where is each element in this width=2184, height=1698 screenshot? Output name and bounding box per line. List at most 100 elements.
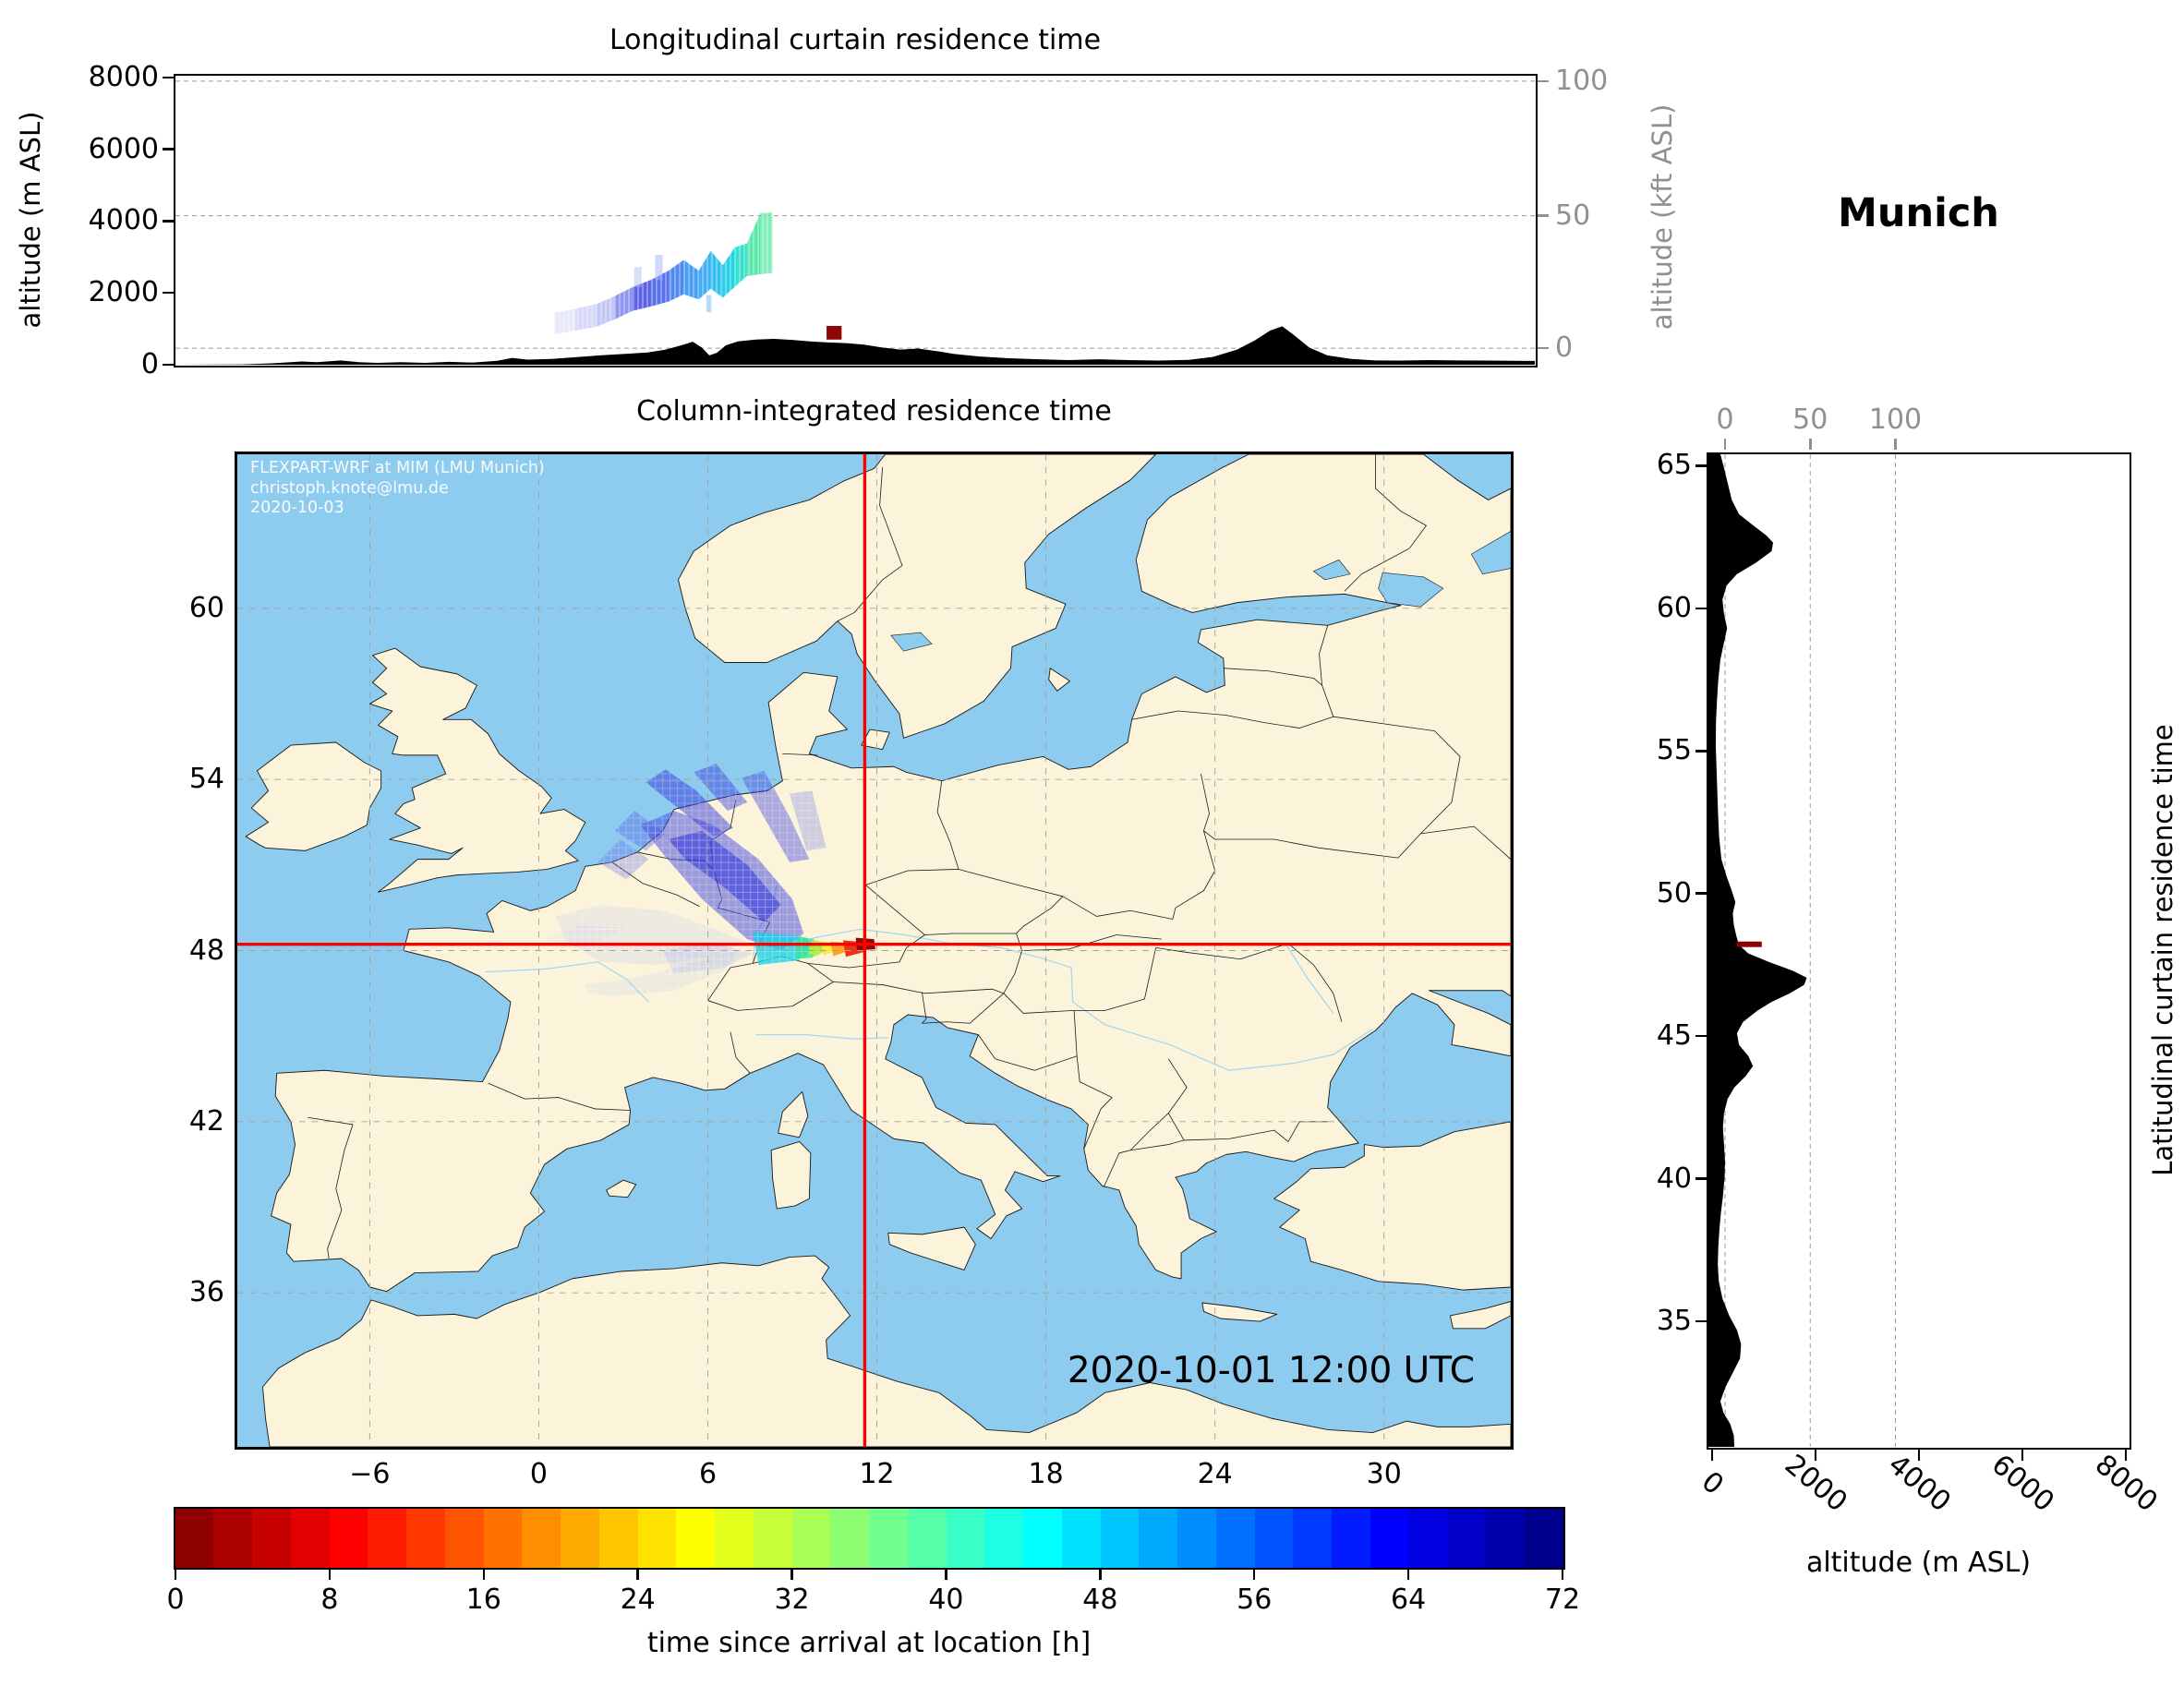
lakes [890, 531, 1511, 652]
colorbar-tick [636, 1569, 639, 1580]
curtain-texture [668, 259, 683, 302]
map-xtick-label: 12 [859, 1458, 895, 1490]
mallorca [606, 1179, 637, 1198]
lake-vanern [890, 632, 933, 652]
colorbar-tick-label: 64 [1391, 1584, 1427, 1616]
right-xtick [2124, 1450, 2128, 1461]
ytick-right [1537, 346, 1549, 350]
colorbar-tick-label: 48 [1082, 1584, 1118, 1616]
map-xtick-label: 24 [1197, 1458, 1233, 1490]
top-ylabel-left: altitude (m ASL) [15, 111, 46, 329]
colorbar-tick [790, 1569, 793, 1580]
colorbar-tick [945, 1569, 947, 1580]
ireland [245, 741, 382, 851]
right-ytick-label: 45 [1656, 1019, 1692, 1053]
ytick-right [1537, 79, 1549, 83]
right-xtick [1814, 1450, 1817, 1461]
river-danube [766, 928, 1373, 1071]
map-ytick-label: 36 [188, 1276, 224, 1309]
right-top-tick-label: 50 [1792, 403, 1828, 436]
sardinia [770, 1141, 812, 1210]
colorbar-segment [1100, 1508, 1140, 1568]
ytick-label-right: 100 [1555, 64, 1609, 97]
mainland-europe [271, 454, 1511, 1293]
map-ytick-label: 60 [188, 591, 224, 624]
lake-onega [1470, 531, 1511, 575]
station-title: Munich [1838, 190, 1999, 236]
map-xtick-label: 18 [1028, 1458, 1064, 1490]
colorbar-segment [368, 1508, 406, 1568]
ytick-label-left: 0 [140, 348, 159, 380]
right-top-tick [1809, 439, 1812, 450]
curtain-texture [682, 259, 699, 299]
colorbar-tick-label: 24 [620, 1584, 656, 1616]
colorbar-segment [1524, 1508, 1563, 1568]
colorbar-segment [1370, 1508, 1409, 1568]
colorbar-segment [329, 1508, 368, 1568]
colorbar-tick [328, 1569, 332, 1580]
column-residence-map [235, 452, 1514, 1450]
lake-ladoga [1378, 572, 1444, 608]
ytick-left [163, 291, 174, 295]
curtain-texture [698, 250, 711, 299]
attribution-line: 2020-10-03 [250, 499, 344, 517]
right-ytick-label: 65 [1656, 449, 1692, 482]
colorbar-tick [1252, 1569, 1256, 1580]
curtain-column [633, 266, 642, 287]
map-plume [544, 764, 876, 996]
right-xtick [1917, 1450, 1921, 1461]
ytick-label-left: 8000 [88, 60, 159, 93]
ytick-left [163, 148, 174, 151]
latitudinal-curtain-plot [1707, 453, 1896, 1447]
colorbar-segment [1023, 1508, 1062, 1568]
colorbar-segment [869, 1508, 908, 1568]
colorbar-tick-label: 16 [465, 1584, 501, 1616]
map-attribution: FLEXPART-WRF at MIM (LMU Munich) christo… [250, 459, 545, 519]
right-xtick [1710, 1450, 1714, 1461]
ytick-label-right: 0 [1555, 331, 1574, 365]
colorbar-segment [213, 1508, 252, 1568]
map-xtick-label: −6 [349, 1458, 391, 1490]
right-ytick-label: 55 [1656, 734, 1692, 767]
plume-pixel-texture [597, 839, 649, 880]
colorbar-segment [483, 1508, 523, 1568]
plume-pixel-texture [584, 947, 742, 996]
munich-latitude-marker [1736, 941, 1762, 947]
colorbar-segment [637, 1508, 677, 1568]
colorbar-segment [1332, 1508, 1370, 1568]
curtain-texture [574, 303, 597, 331]
colorbar-tick-label: 32 [774, 1584, 810, 1616]
plume-pixel-texture [544, 924, 623, 948]
corsica [778, 1090, 809, 1138]
colorbar-segment [290, 1508, 330, 1568]
curtain-texture [746, 212, 760, 276]
colorbar-segment [252, 1508, 291, 1568]
colorbar-segment [406, 1508, 445, 1568]
right-ytick [1695, 1034, 1707, 1038]
map-title: Column-integrated residence time [636, 395, 1112, 428]
curtain-texture [759, 211, 772, 274]
colorbar-tick-label: 56 [1237, 1584, 1273, 1616]
river-prut [1285, 943, 1334, 1014]
colorbar-segment [1215, 1508, 1255, 1568]
colorbar-tick-label: 8 [320, 1584, 339, 1616]
right-top-tick [1894, 439, 1897, 450]
top-ylabel-right: altitude (kft ASL) [1647, 103, 1678, 331]
colorbar-segment [598, 1508, 638, 1568]
curtain-texture [632, 279, 651, 311]
colorbar-label: time since arrival at location [h] [646, 1627, 1092, 1659]
terrain-profile-latitudinal [1707, 453, 1806, 1447]
colorbar-tick [1099, 1569, 1102, 1580]
colorbar-segment [1447, 1508, 1486, 1568]
plume-pixel-texture [668, 830, 781, 922]
colorbar-segment [1486, 1508, 1525, 1568]
crete [1201, 1302, 1278, 1322]
europe-map [237, 454, 1511, 1447]
ytick-right [1537, 214, 1549, 217]
right-xtick [2021, 1450, 2024, 1461]
right-top-tick [1723, 439, 1727, 450]
colorbar-segment [984, 1508, 1023, 1568]
right-ytick [1695, 892, 1707, 895]
colorbar-segment [715, 1508, 754, 1568]
right-xtick-label: 0 [1695, 1465, 1730, 1502]
